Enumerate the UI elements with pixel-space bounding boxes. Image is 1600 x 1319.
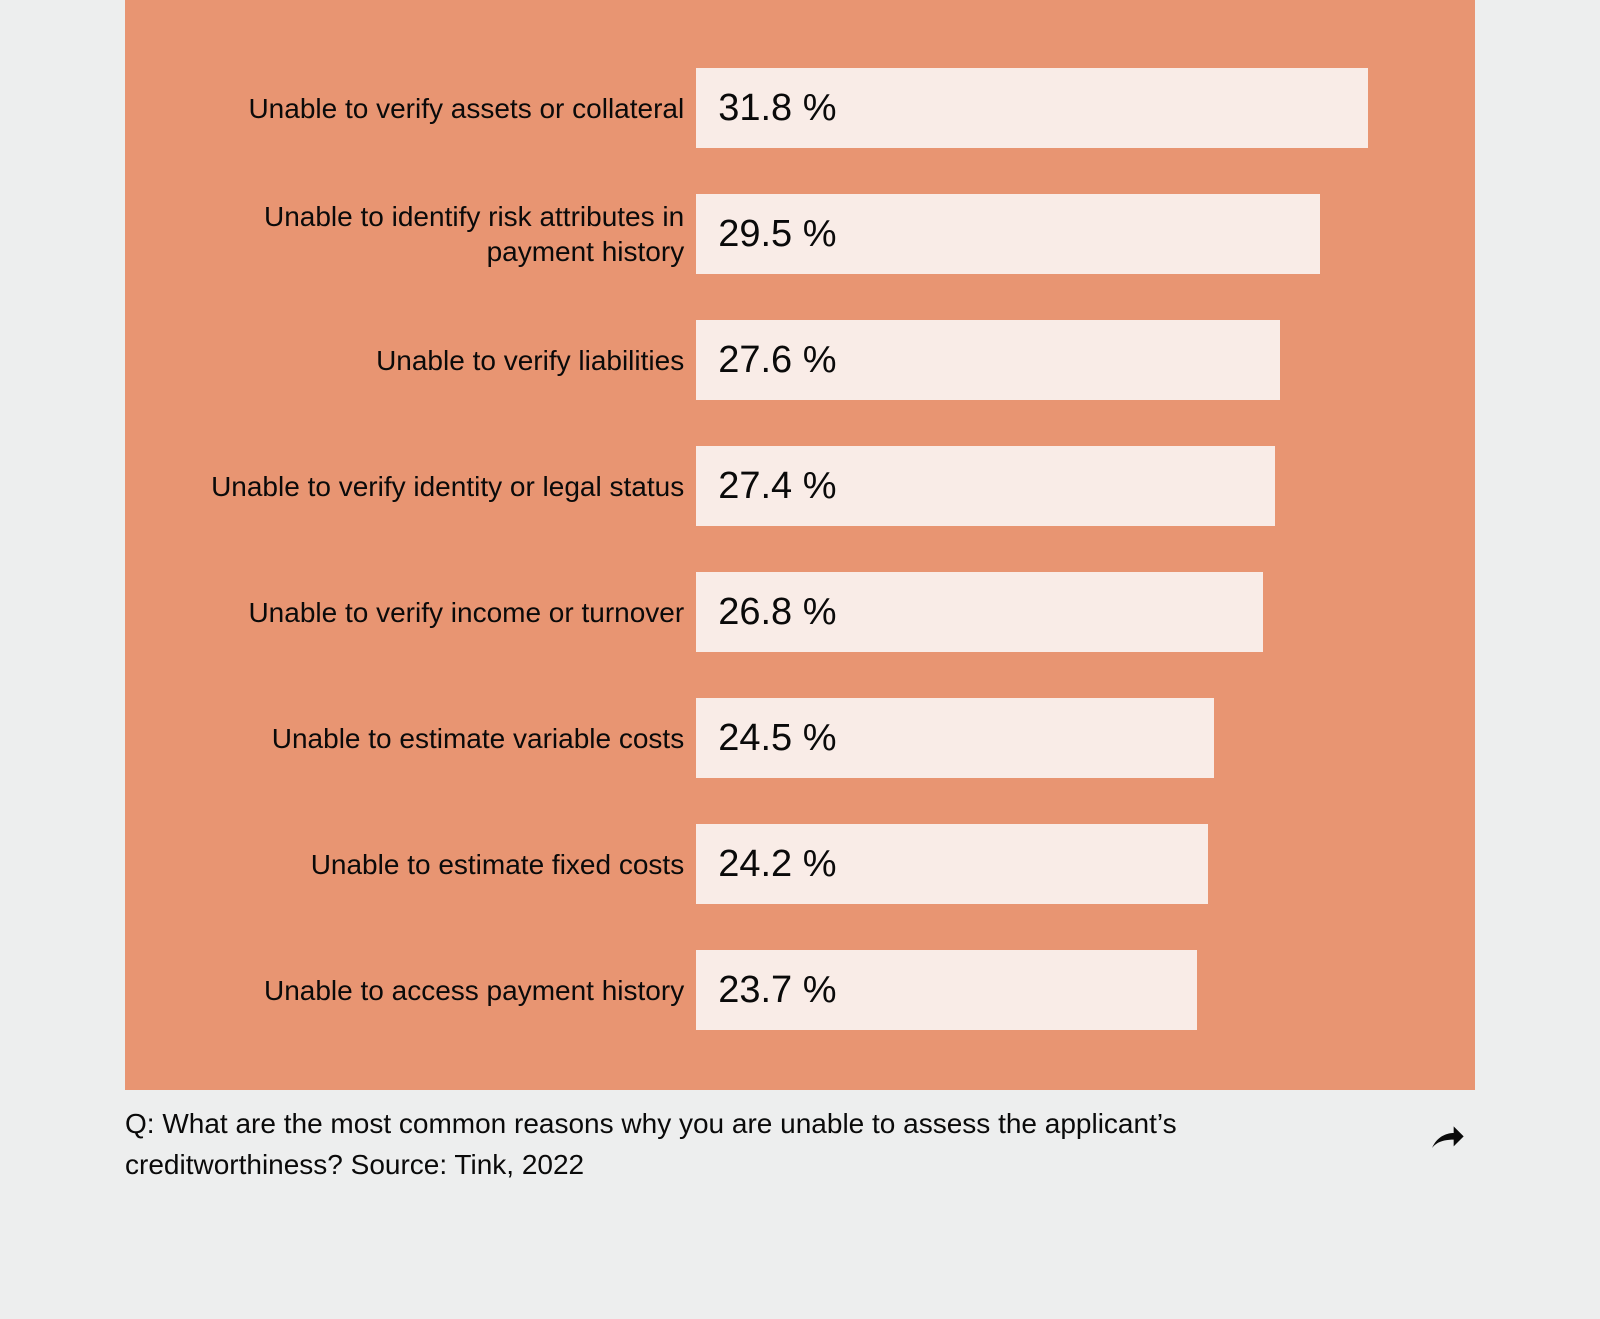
bar-track: 24.5 % [696,698,1415,778]
bar-fill: 27.6 % [696,320,1279,400]
bar-track: 29.5 % [696,194,1415,274]
bar-value: 24.2 % [718,843,836,886]
bar-value: 31.8 % [718,87,836,130]
chart-row: Unable to identify risk attributes in pa… [205,194,1415,274]
row-label: Unable to access payment history [205,973,684,1008]
bar-value: 26.8 % [718,591,836,634]
bar-fill: 31.8 % [696,68,1368,148]
bar-fill: 23.7 % [696,950,1197,1030]
chart-row: Unable to estimate fixed costs 24.2 % [205,824,1415,904]
page: Unable to verify assets or collateral 31.… [0,0,1600,1319]
bar-fill: 29.5 % [696,194,1320,274]
chart-row: Unable to access payment history 23.7 % [205,950,1415,1030]
share-button[interactable] [1419,1110,1475,1166]
chart-rows: Unable to verify assets or collateral 31.… [205,68,1415,1030]
bar-track: 23.7 % [696,950,1415,1030]
bar-track: 24.2 % [696,824,1415,904]
chart-row: Unable to verify identity or legal statu… [205,446,1415,526]
bar-value: 27.6 % [718,339,836,382]
bar-fill: 26.8 % [696,572,1263,652]
row-label: Unable to verify income or turnover [205,595,684,630]
caption-area: Q: What are the most common reasons why … [125,1104,1475,1185]
row-label: Unable to verify identity or legal statu… [205,469,684,504]
bar-track: 27.4 % [696,446,1415,526]
row-label: Unable to estimate fixed costs [205,847,684,882]
bar-fill: 24.2 % [696,824,1208,904]
bar-value: 23.7 % [718,969,836,1012]
bar-fill: 27.4 % [696,446,1275,526]
bar-fill: 24.5 % [696,698,1214,778]
bar-value: 24.5 % [718,717,836,760]
row-label: Unable to verify liabilities [205,343,684,378]
chart-row: Unable to verify assets or collateral 31.… [205,68,1415,148]
chart-panel: Unable to verify assets or collateral 31.… [125,0,1475,1090]
bar-track: 26.8 % [696,572,1415,652]
bar-value: 27.4 % [718,465,836,508]
row-label: Unable to identify risk attributes in pa… [205,199,684,269]
chart-row: Unable to verify income or turnover 26.8 … [205,572,1415,652]
chart-row: Unable to estimate variable costs 24.5 % [205,698,1415,778]
row-label: Unable to estimate variable costs [205,721,684,756]
row-label: Unable to verify assets or collateral [205,91,684,126]
bar-track: 27.6 % [696,320,1415,400]
chart-row: Unable to verify liabilities 27.6 % [205,320,1415,400]
caption-text: Q: What are the most common reasons why … [125,1104,1395,1185]
bar-track: 31.8 % [696,68,1415,148]
bar-value: 29.5 % [718,213,836,256]
share-arrow-icon [1427,1118,1467,1158]
